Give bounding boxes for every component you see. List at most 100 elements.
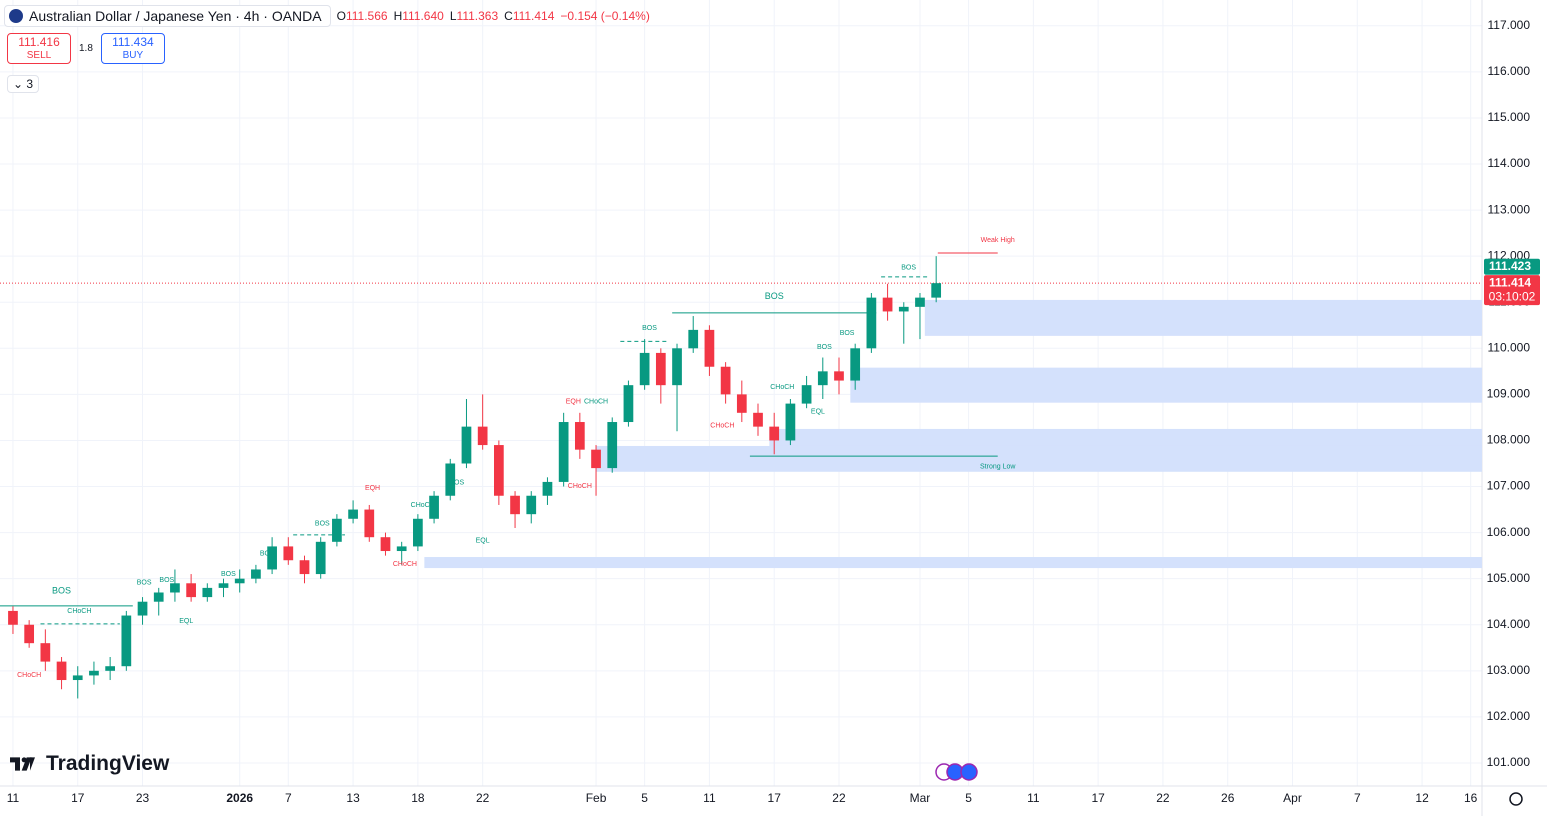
candle-body xyxy=(72,675,83,681)
x-tick-label: 5 xyxy=(641,791,648,805)
brand-logo xyxy=(10,757,35,771)
structure-label: CHoCH xyxy=(17,672,41,679)
candle-body xyxy=(89,670,99,676)
symbol-flag xyxy=(9,9,23,23)
ohlc-value: 111.640 xyxy=(402,9,444,23)
indicator-toggle[interactable]: ⌄ 3 xyxy=(7,75,40,93)
candle-body xyxy=(218,583,229,588)
candle-body xyxy=(672,348,682,386)
candle-body xyxy=(769,426,780,441)
candle-body xyxy=(396,546,407,552)
y-tick-label: 117.000 xyxy=(1488,18,1531,32)
candle-body xyxy=(8,610,18,625)
candle-body xyxy=(461,426,472,464)
x-tick-label: Feb xyxy=(586,791,607,805)
candle-body xyxy=(785,403,796,441)
candle-body xyxy=(186,583,196,598)
y-tick-label: 104.000 xyxy=(1487,617,1531,631)
ohlc-key: H xyxy=(393,9,403,23)
structure-label: CHoCH xyxy=(770,384,794,391)
structure-label: EQL xyxy=(811,409,825,416)
symbol-box[interactable]: Australian Dollar / Japanese Yen · 4h · … xyxy=(4,5,331,27)
candle-body xyxy=(753,412,763,427)
zone xyxy=(769,428,1482,446)
x-tick-label: 26 xyxy=(1221,791,1235,805)
ohlc-legend: O111.566 H111.640 L111.363 C111.414 −0.154 (… xyxy=(337,9,650,23)
structure-label: EQL xyxy=(476,538,490,545)
candle-body xyxy=(898,306,909,312)
y-tick-label: 102.000 xyxy=(1487,709,1531,723)
y-tick-label: 101.000 xyxy=(1487,755,1531,769)
structure-label: CHoCH xyxy=(411,502,435,509)
structure-label: CHoCH xyxy=(67,608,91,615)
x-tick-label: 22 xyxy=(832,791,846,805)
candle-body xyxy=(234,578,245,584)
candle-body xyxy=(24,624,35,644)
y-tick-label: 107.000 xyxy=(1487,479,1531,493)
y-tick-label: 105.000 xyxy=(1487,571,1531,585)
trade-panel: 111.416 SELL 1.8 111.434 BUY xyxy=(7,33,165,64)
structure-label: BOS xyxy=(642,325,657,332)
y-tick-label: 109.000 xyxy=(1487,387,1531,401)
candle-body xyxy=(915,297,925,307)
candle-body xyxy=(558,422,569,482)
structure-label: BOS xyxy=(901,265,916,272)
candle-body xyxy=(591,449,601,469)
indicator-count: 3 xyxy=(26,77,34,91)
candle-body xyxy=(494,445,504,496)
x-tick-label: 22 xyxy=(476,791,490,805)
candle-body xyxy=(866,297,877,349)
structure-label: BOS xyxy=(765,291,784,301)
event-icon xyxy=(960,763,978,781)
candle-body xyxy=(153,592,164,602)
candle-body xyxy=(137,601,148,616)
candle-body xyxy=(413,518,423,547)
ohlc-item: O111.566 xyxy=(337,9,388,23)
structure-label: CHoCH xyxy=(393,561,417,568)
ohlc-key: C xyxy=(504,9,513,23)
buy-label: BUY xyxy=(122,50,144,61)
candle-body xyxy=(574,422,585,450)
settings-icon xyxy=(1509,792,1523,806)
structure-label: BOS xyxy=(52,585,71,595)
candle-body xyxy=(477,426,488,446)
structure-label: EQL xyxy=(179,618,193,625)
ohlc-item: C111.414 xyxy=(504,9,554,23)
y-tick-label: 108.000 xyxy=(1487,433,1531,447)
price-tag xyxy=(1484,258,1540,275)
candle-body xyxy=(931,283,942,298)
structure-label: BOS xyxy=(449,480,464,487)
countdown: 03:10:02 xyxy=(1489,289,1536,303)
zone xyxy=(924,299,1482,336)
x-tick-label: 16 xyxy=(1464,791,1478,805)
ohlc-value: 111.363 xyxy=(456,9,499,23)
candle-body xyxy=(332,518,342,542)
candle-body xyxy=(315,541,326,575)
structure-label: CHoCH xyxy=(710,423,734,430)
sell-price: 111.416 xyxy=(18,35,60,49)
candle-body xyxy=(704,329,715,367)
candle-body xyxy=(299,560,310,575)
symbol-title: Australian Dollar / Japanese Yen · 4h · … xyxy=(29,8,322,24)
sell-button[interactable]: 111.416 SELL xyxy=(7,33,71,64)
x-tick-label: 18 xyxy=(411,791,425,805)
candle-body xyxy=(445,463,456,496)
candle-body xyxy=(40,643,51,662)
structure-label: BOS xyxy=(260,551,275,558)
y-tick-label: 116.000 xyxy=(1488,64,1531,78)
candle-body xyxy=(56,661,67,681)
x-tick-label: 12 xyxy=(1415,791,1429,805)
header: Australian Dollar / Japanese Yen · 4h · … xyxy=(4,5,650,27)
structure-label: Weak High xyxy=(981,237,1015,244)
price-tag-label: 111.423 xyxy=(1489,259,1531,273)
brand-name: TradingView xyxy=(46,752,170,775)
zone xyxy=(424,557,1482,569)
x-tick-label: 22 xyxy=(1156,791,1170,805)
candle-body xyxy=(850,348,861,381)
candle-body xyxy=(720,366,731,395)
structure-label: Strong Low xyxy=(980,464,1016,471)
buy-button[interactable]: 111.434 BUY xyxy=(100,33,165,64)
x-tick-label: 7 xyxy=(285,791,292,805)
ohlc-key: O xyxy=(336,9,346,23)
